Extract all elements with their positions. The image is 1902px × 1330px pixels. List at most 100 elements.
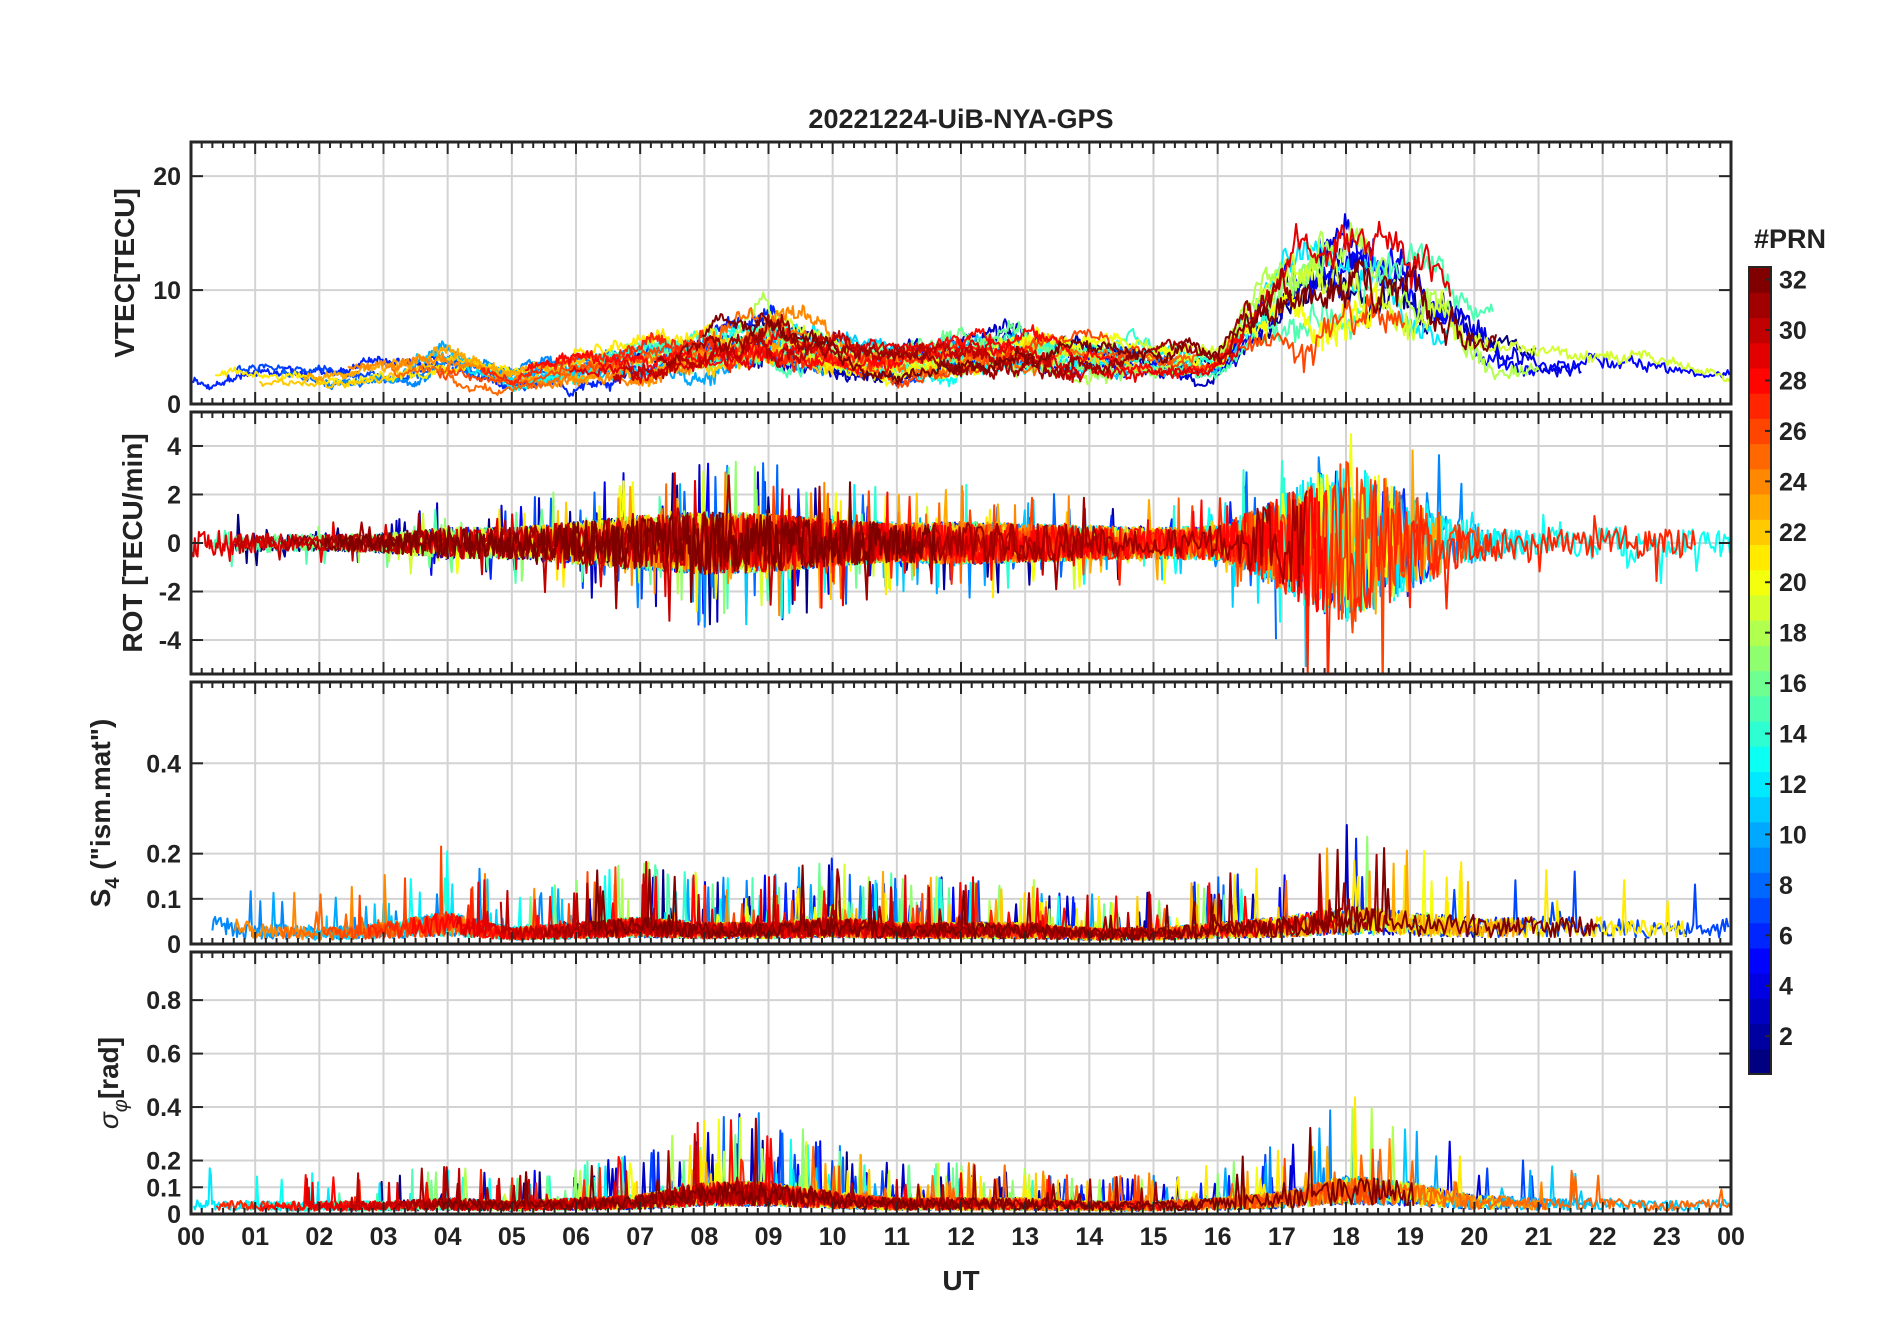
ylabel-s4: S4 ("ism.mat") — [85, 719, 124, 908]
colorbar-band — [1749, 519, 1771, 546]
y-tick-label: -2 — [159, 579, 181, 607]
prn-trace — [589, 847, 1599, 941]
axes-frame-vtec — [189, 140, 1733, 406]
ylabel-vtec: VTEC[TECU] — [109, 188, 140, 358]
colorbar-band — [1749, 847, 1771, 873]
series-rot — [191, 433, 1731, 674]
panel-vtec: 0 10 20 VTEC[TECU] — [109, 140, 1733, 419]
axes-frame-sigma — [189, 950, 1733, 1216]
x-tick-label: 20 — [1460, 1223, 1488, 1251]
prn-trace — [324, 481, 939, 603]
colorbar-band — [1749, 443, 1771, 470]
colorbar-band — [1749, 569, 1771, 596]
x-tick-label: 03 — [370, 1223, 398, 1251]
ylabel-s4-rest: ("ism.mat") — [85, 719, 116, 878]
x-tick-label: 10 — [819, 1223, 847, 1251]
prn-trace — [393, 1117, 1207, 1212]
colorbar-tick-label: 10 — [1779, 821, 1807, 849]
x-tick-label: 00 — [1717, 1223, 1745, 1251]
colorbar-tick-label: 12 — [1779, 771, 1807, 799]
axes-frame-s4 — [189, 680, 1733, 946]
colorbar-tick-label: 28 — [1779, 367, 1807, 395]
xlabel: UT — [942, 1265, 979, 1296]
colorbar-band — [1749, 292, 1771, 319]
colorbar-band — [1749, 695, 1771, 722]
colorbar-band — [1749, 393, 1771, 419]
colorbar-frame — [1748, 266, 1772, 1075]
panel-s4: 0 0.1 0.2 0.4 S4 ("ism.mat") — [85, 680, 1733, 959]
figure-title: 20221224-UiB-NYA-GPS — [808, 104, 1113, 134]
x-tick-label: 21 — [1525, 1223, 1553, 1251]
prn-trace — [455, 874, 975, 941]
y-tick-label: 0.1 — [146, 1174, 181, 1202]
colorbar-band — [1749, 645, 1771, 672]
y-tick-label: 20 — [153, 163, 181, 191]
ylabel-sigma: σφ[rad] — [93, 1037, 132, 1129]
y-tick-label: 0 — [167, 391, 181, 419]
x-tick-label: 15 — [1140, 1223, 1168, 1251]
colorbar-band — [1749, 872, 1771, 899]
y-tick-label: 0.4 — [146, 750, 181, 778]
x-tick-labels: 00 01 02 03 04 05 06 07 08 09 10 11 12 13 14 15 16 17 18 19… — [177, 1223, 1745, 1251]
x-tick-label: 07 — [626, 1223, 654, 1251]
colorbar-tick-label: 24 — [1779, 468, 1807, 496]
colorbar-tick-label: 4 — [1779, 973, 1793, 1001]
colorbar-title: #PRN — [1754, 224, 1826, 254]
x-tick-label: 22 — [1589, 1223, 1617, 1251]
colorbar-tick-label: 20 — [1779, 569, 1807, 597]
y-tick-label: 2 — [167, 481, 181, 509]
panel-sigma: 00.10.2 0.4 0.6 0.8 σφ[rad] — [93, 950, 1733, 1229]
ylabel-rot: ROT [TECU/min] — [117, 433, 148, 652]
colorbar-tick-label: 18 — [1779, 620, 1807, 648]
colorbar-tick-label: 22 — [1779, 519, 1807, 547]
colorbar-tick-label: 6 — [1779, 922, 1793, 950]
x-tick-label: 16 — [1204, 1223, 1232, 1251]
colorbar-band — [1749, 493, 1771, 520]
colorbar-band — [1749, 367, 1771, 394]
colorbar-band — [1749, 973, 1771, 999]
series-s4 — [211, 824, 1730, 941]
colorbar-band — [1749, 267, 1771, 293]
x-tick-label: 01 — [241, 1223, 269, 1251]
colorbar-band — [1749, 897, 1771, 924]
colorbar-band — [1749, 947, 1771, 974]
x-tick-label: 19 — [1396, 1223, 1424, 1251]
x-tick-label: 14 — [1075, 1223, 1103, 1251]
x-tick-label: 08 — [690, 1223, 718, 1251]
colorbar-tick-label: 30 — [1779, 317, 1807, 345]
x-tick-label: 11 — [884, 1223, 911, 1251]
y-tick-label: 4 — [167, 433, 181, 461]
colorbar-tick-label: 16 — [1779, 670, 1807, 698]
colorbar-band — [1749, 720, 1771, 747]
x-tick-label: 23 — [1653, 1223, 1681, 1251]
prn-trace — [569, 220, 1452, 384]
y-tick-label: -4 — [159, 627, 181, 655]
prn-trace — [280, 474, 1308, 610]
colorbar-band — [1749, 796, 1771, 823]
x-tick-label: 06 — [562, 1223, 590, 1251]
x-tick-label: 13 — [1011, 1223, 1039, 1251]
colorbar-band — [1749, 620, 1771, 646]
x-tick-label: 12 — [947, 1223, 975, 1251]
colorbar-tick-label: 26 — [1779, 418, 1807, 446]
colorbar-tick-label: 14 — [1779, 721, 1807, 749]
colorbar-band — [1749, 1023, 1771, 1050]
x-tick-label: 02 — [305, 1223, 333, 1251]
ylabel-sigma-rest: [rad] — [93, 1037, 124, 1099]
y-tick-label: 0.2 — [146, 841, 181, 869]
prn-trace — [436, 1126, 1415, 1212]
x-tick-label: 00 — [177, 1223, 205, 1251]
colorbar-band — [1749, 922, 1771, 949]
colorbar-band — [1749, 670, 1771, 697]
x-tick-label: 18 — [1332, 1223, 1360, 1251]
colorbar-band — [1749, 594, 1771, 621]
colorbar-bands — [1749, 267, 1771, 1075]
colorbar-band — [1749, 771, 1771, 798]
ylabel-s4-sub: 4 — [102, 877, 124, 889]
y-tick-label: 10 — [153, 277, 181, 305]
prn-trace — [701, 259, 1498, 385]
y-tick-label: 0.2 — [146, 1148, 181, 1176]
colorbar-tick-label: 2 — [1779, 1023, 1793, 1051]
